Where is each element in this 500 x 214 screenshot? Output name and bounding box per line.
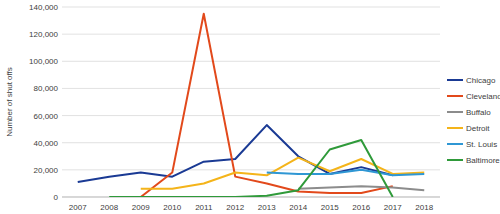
grid-line <box>62 7 440 8</box>
y-tick-label: 60,000 <box>34 112 59 121</box>
x-tick-label: 2012 <box>226 203 244 212</box>
y-axis-label: Number of shut offs <box>5 67 14 137</box>
legend-swatch <box>447 143 463 145</box>
grid-line <box>62 115 440 116</box>
x-tick-label: 2010 <box>163 203 181 212</box>
legend-swatch <box>447 127 463 129</box>
x-tick-label: 2018 <box>415 203 433 212</box>
x-tick-label: 2007 <box>69 203 87 212</box>
series-line <box>141 158 425 189</box>
y-tick-label: 0 <box>54 193 59 202</box>
legend-label: Detroit <box>466 124 490 133</box>
grid-line <box>62 88 440 89</box>
x-tick-label: 2011 <box>195 203 213 212</box>
legend-label: Buffalo <box>466 108 491 117</box>
grid-line <box>62 61 440 62</box>
x-tick-label: 2014 <box>289 203 307 212</box>
series-line <box>109 140 393 197</box>
legend-label: Cleveland <box>466 92 500 101</box>
y-tick-label: 80,000 <box>34 84 59 93</box>
x-tick-label: 2015 <box>321 203 339 212</box>
y-tick-label: 120,000 <box>29 30 58 39</box>
series-line <box>141 14 393 197</box>
y-tick-label: 40,000 <box>34 139 59 148</box>
legend-label: Chicago <box>466 76 496 85</box>
x-tick-label: 2008 <box>100 203 118 212</box>
legend-swatch <box>447 95 463 97</box>
legend-label: St. Louis <box>466 140 497 149</box>
x-tick-label: 2009 <box>132 203 150 212</box>
plot-area <box>78 14 425 197</box>
y-tick-label: 100,000 <box>29 57 58 66</box>
chart: 0 20,000 40,000 60,000 80,000 100,000 120,000 1… <box>0 0 500 214</box>
grid-line <box>62 34 440 35</box>
series-line <box>298 186 424 190</box>
y-tick-label: 140,000 <box>29 3 58 12</box>
x-tick-label: 2016 <box>352 203 370 212</box>
legend-swatch <box>447 79 463 81</box>
legend-label: Baltimore <box>466 156 500 165</box>
x-tick-label: 2013 <box>258 203 276 212</box>
legend-swatch <box>447 111 463 113</box>
legend-swatch <box>447 159 463 161</box>
series-line <box>267 170 425 175</box>
y-tick-label: 20,000 <box>34 166 59 175</box>
x-tick-label: 2017 <box>384 203 402 212</box>
